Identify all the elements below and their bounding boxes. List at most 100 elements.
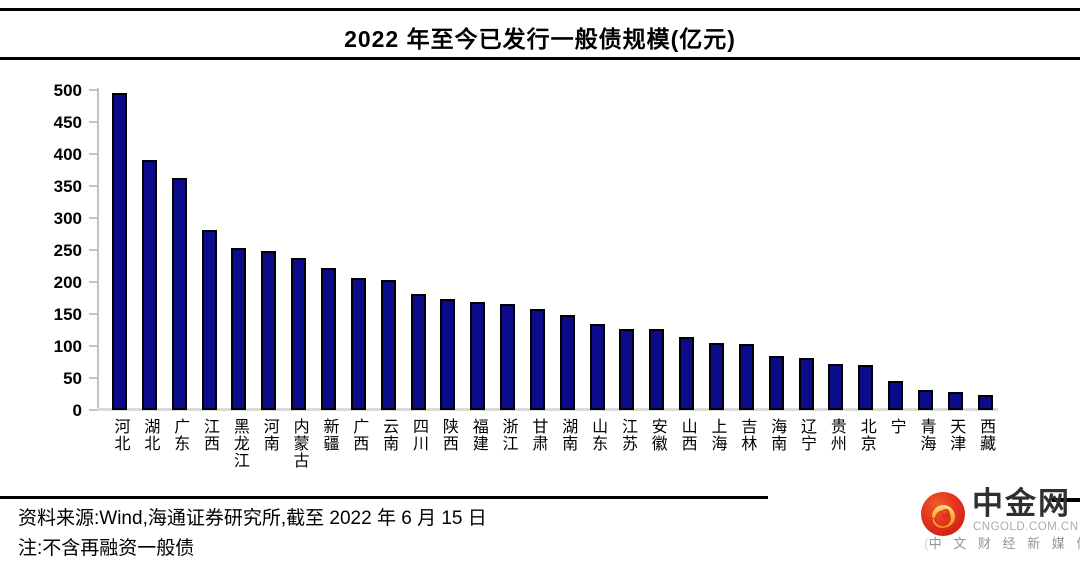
x-tick-label: 陕西 — [439, 418, 457, 452]
bar-吉林 — [738, 344, 754, 410]
x-tick-label: 福建 — [469, 418, 487, 452]
bar-浙江 — [500, 304, 516, 410]
x-tick-label: 北京 — [857, 418, 875, 452]
x-tick-label: 广西 — [350, 418, 368, 452]
x-tick-label: 海南 — [768, 418, 786, 452]
bar-湖北 — [141, 160, 157, 410]
source-text: 资料来源:Wind,海通证券研究所,截至 2022 年 6 月 15 日 — [18, 508, 487, 529]
bar-广西 — [350, 278, 366, 410]
logo-name: 中金网 — [972, 486, 1071, 521]
logo-tagline: (中 文 财 经 新 媒 体) — [924, 535, 1080, 552]
bar-云南 — [380, 280, 396, 410]
bar-福建 — [470, 302, 486, 410]
bar-江西 — [201, 230, 217, 410]
bar-贵州 — [828, 364, 844, 410]
bar-甘肃 — [529, 309, 545, 410]
bar-江苏 — [619, 329, 635, 410]
x-tick-label: 贵州 — [827, 418, 845, 452]
tagline-left-bracket: ( — [924, 535, 929, 551]
x-tick-label: 浙江 — [499, 418, 517, 452]
x-tick-label: 甘肃 — [529, 418, 547, 452]
bar-北京 — [858, 365, 874, 410]
footer-divider-right — [1052, 498, 1080, 502]
bar-青海 — [917, 390, 933, 410]
y-tick — [89, 377, 97, 379]
x-tick-label: 四川 — [410, 418, 427, 452]
x-axis-baseline — [97, 408, 998, 411]
bar-内蒙古 — [291, 258, 307, 410]
y-tick — [89, 249, 97, 251]
x-tick-label: 湖北 — [141, 418, 159, 452]
x-tick-label: 青海 — [917, 418, 935, 452]
x-tick-label: 江苏 — [618, 418, 636, 452]
bar-黑龙江 — [231, 248, 247, 410]
x-tick-label: 山东 — [589, 418, 607, 452]
x-tick-label: 新疆 — [320, 418, 338, 452]
tagline-text: 中 文 财 经 新 媒 体 — [928, 536, 1080, 551]
x-tick-label: 安徽 — [648, 418, 666, 452]
top-divider — [0, 8, 1080, 11]
bar-西藏 — [977, 395, 993, 410]
cngold-logo: 中金网 CNGOLD.COM.CN (中 文 财 经 新 媒 体) — [918, 488, 1080, 558]
y-tick-label: 400 — [53, 144, 82, 164]
y-tick — [89, 121, 97, 123]
y-tick-label: 50 — [63, 368, 82, 388]
x-tick-label: 天津 — [947, 418, 965, 452]
x-tick-label: 云南 — [380, 418, 398, 452]
note-text: 注:不含再融资一般债 — [18, 538, 195, 559]
bar-山西 — [679, 337, 695, 410]
x-tick-label: 山西 — [678, 418, 696, 452]
bar-陕西 — [440, 299, 456, 410]
y-axis-line — [97, 88, 99, 410]
bar-天津 — [947, 392, 963, 410]
x-tick-label: 广东 — [171, 418, 189, 452]
y-tick — [89, 345, 97, 347]
x-tick-label: 西藏 — [977, 418, 995, 452]
x-tick-label: 黑龙江 — [230, 418, 248, 469]
chart-title: 2022 年至今已发行一般债规模(亿元) — [344, 26, 736, 52]
x-tick-label: 上海 — [708, 418, 726, 452]
x-tick-label: 宁 — [887, 418, 905, 435]
y-tick-label: 350 — [53, 176, 82, 196]
y-tick-label: 150 — [53, 304, 82, 324]
bar-河北 — [112, 93, 127, 410]
y-tick-label: 0 — [72, 400, 82, 420]
y-tick-label: 250 — [53, 240, 82, 260]
x-tick-label: 河北 — [111, 418, 129, 452]
bar-上海 — [709, 343, 724, 410]
bar-chart: 500 450 400 350 300 250 200 150 100 50 0 河北 湖北 广东 江西黑… — [0, 60, 1080, 490]
bar-辽宁 — [798, 358, 814, 410]
y-tick-label: 450 — [53, 112, 82, 132]
bar-山东 — [589, 324, 605, 410]
y-tick-label: 100 — [53, 336, 82, 356]
footer-divider — [0, 496, 768, 499]
bar-河南 — [261, 251, 277, 410]
y-tick — [89, 409, 97, 411]
bar-新疆 — [320, 268, 336, 410]
title-divider — [0, 57, 1080, 60]
y-tick — [89, 217, 97, 219]
bar-海南 — [768, 356, 784, 410]
x-tick-label: 湖南 — [559, 418, 577, 452]
bar-宁 — [888, 381, 904, 410]
x-tick-label: 吉林 — [738, 418, 756, 452]
logo-domain: CNGOLD.COM.CN — [973, 521, 1079, 533]
x-tick-label: 内蒙古 — [290, 418, 308, 469]
y-tick-label: 500 — [53, 80, 82, 100]
y-tick — [89, 313, 97, 315]
y-tick — [89, 185, 97, 187]
bar-四川 — [410, 294, 426, 410]
bar-广东 — [171, 178, 187, 410]
bar-安徽 — [649, 329, 665, 410]
x-tick-label: 河南 — [260, 418, 278, 452]
y-tick-label: 200 — [53, 272, 82, 292]
y-tick — [89, 153, 97, 155]
y-tick — [89, 281, 97, 283]
x-tick-label: 江西 — [201, 418, 219, 452]
y-tick — [89, 89, 97, 91]
y-tick-label: 300 — [53, 208, 82, 228]
bar-湖南 — [559, 315, 575, 410]
cngold-logo-icon — [921, 492, 965, 536]
x-tick-label: 辽宁 — [798, 418, 816, 452]
